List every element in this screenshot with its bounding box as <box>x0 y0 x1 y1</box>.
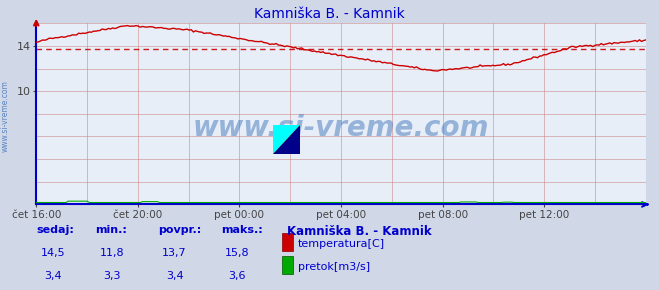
Text: Kamniška B. - Kamnik: Kamniška B. - Kamnik <box>287 225 431 238</box>
Text: 13,7: 13,7 <box>162 248 187 258</box>
Text: pretok[m3/s]: pretok[m3/s] <box>298 262 370 272</box>
Text: 14,5: 14,5 <box>40 248 65 258</box>
Text: 3,4: 3,4 <box>166 271 183 281</box>
Text: www.si-vreme.com: www.si-vreme.com <box>193 114 489 142</box>
Text: min.:: min.: <box>96 225 127 235</box>
Text: 3,6: 3,6 <box>229 271 246 281</box>
Text: 3,3: 3,3 <box>103 271 121 281</box>
Text: temperatura[C]: temperatura[C] <box>298 239 385 249</box>
Text: 3,4: 3,4 <box>44 271 61 281</box>
Text: sedaj:: sedaj: <box>36 225 74 235</box>
Polygon shape <box>273 125 300 154</box>
Text: Kamniška B. - Kamnik: Kamniška B. - Kamnik <box>254 7 405 21</box>
Text: 11,8: 11,8 <box>100 248 125 258</box>
Polygon shape <box>273 125 300 154</box>
Text: 15,8: 15,8 <box>225 248 250 258</box>
Text: povpr.:: povpr.: <box>158 225 202 235</box>
Text: maks.:: maks.: <box>221 225 262 235</box>
Text: www.si-vreme.com: www.si-vreme.com <box>1 80 10 152</box>
